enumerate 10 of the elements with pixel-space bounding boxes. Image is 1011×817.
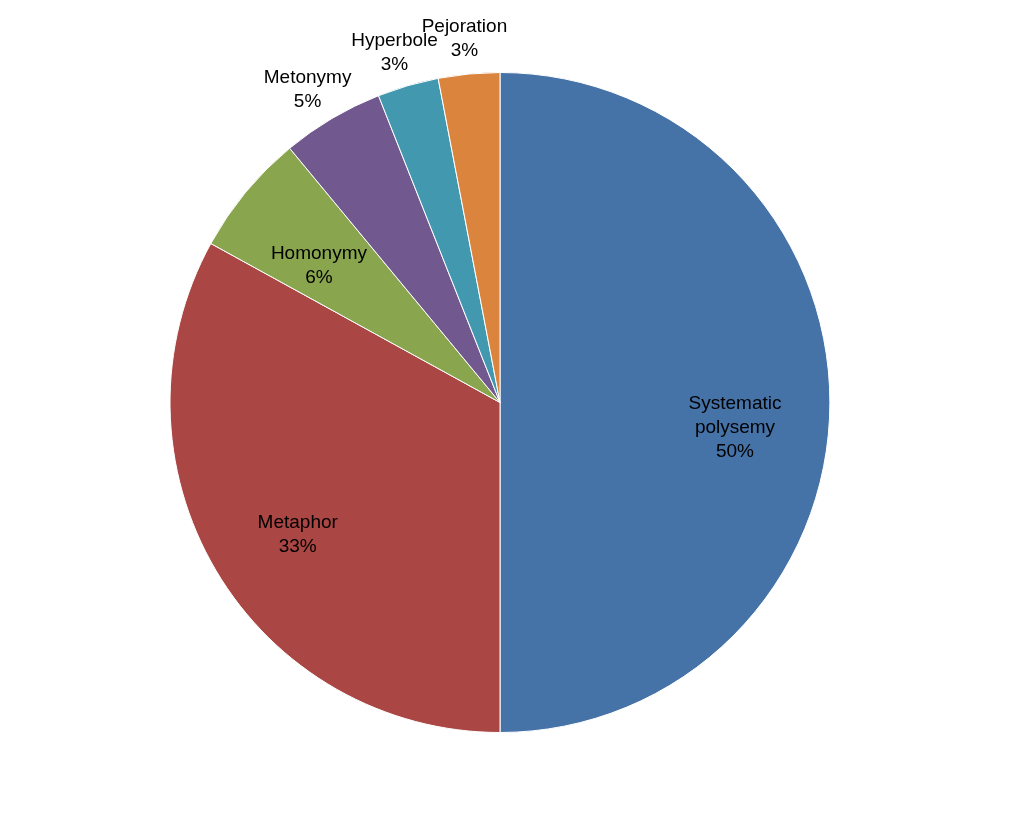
slice-label: Homonymy	[270, 241, 368, 263]
data-label: 3%	[450, 39, 479, 61]
slice-label: Metonymy	[263, 66, 352, 88]
data-label: 3%	[380, 52, 409, 74]
data-label: 5%	[293, 90, 322, 112]
data-label: 33%	[278, 535, 317, 557]
slice-label: Systematic polysemy	[688, 391, 782, 437]
data-label: 6%	[305, 265, 333, 287]
slice-label: Metaphor	[257, 511, 339, 533]
data-label: 50%	[715, 439, 755, 461]
